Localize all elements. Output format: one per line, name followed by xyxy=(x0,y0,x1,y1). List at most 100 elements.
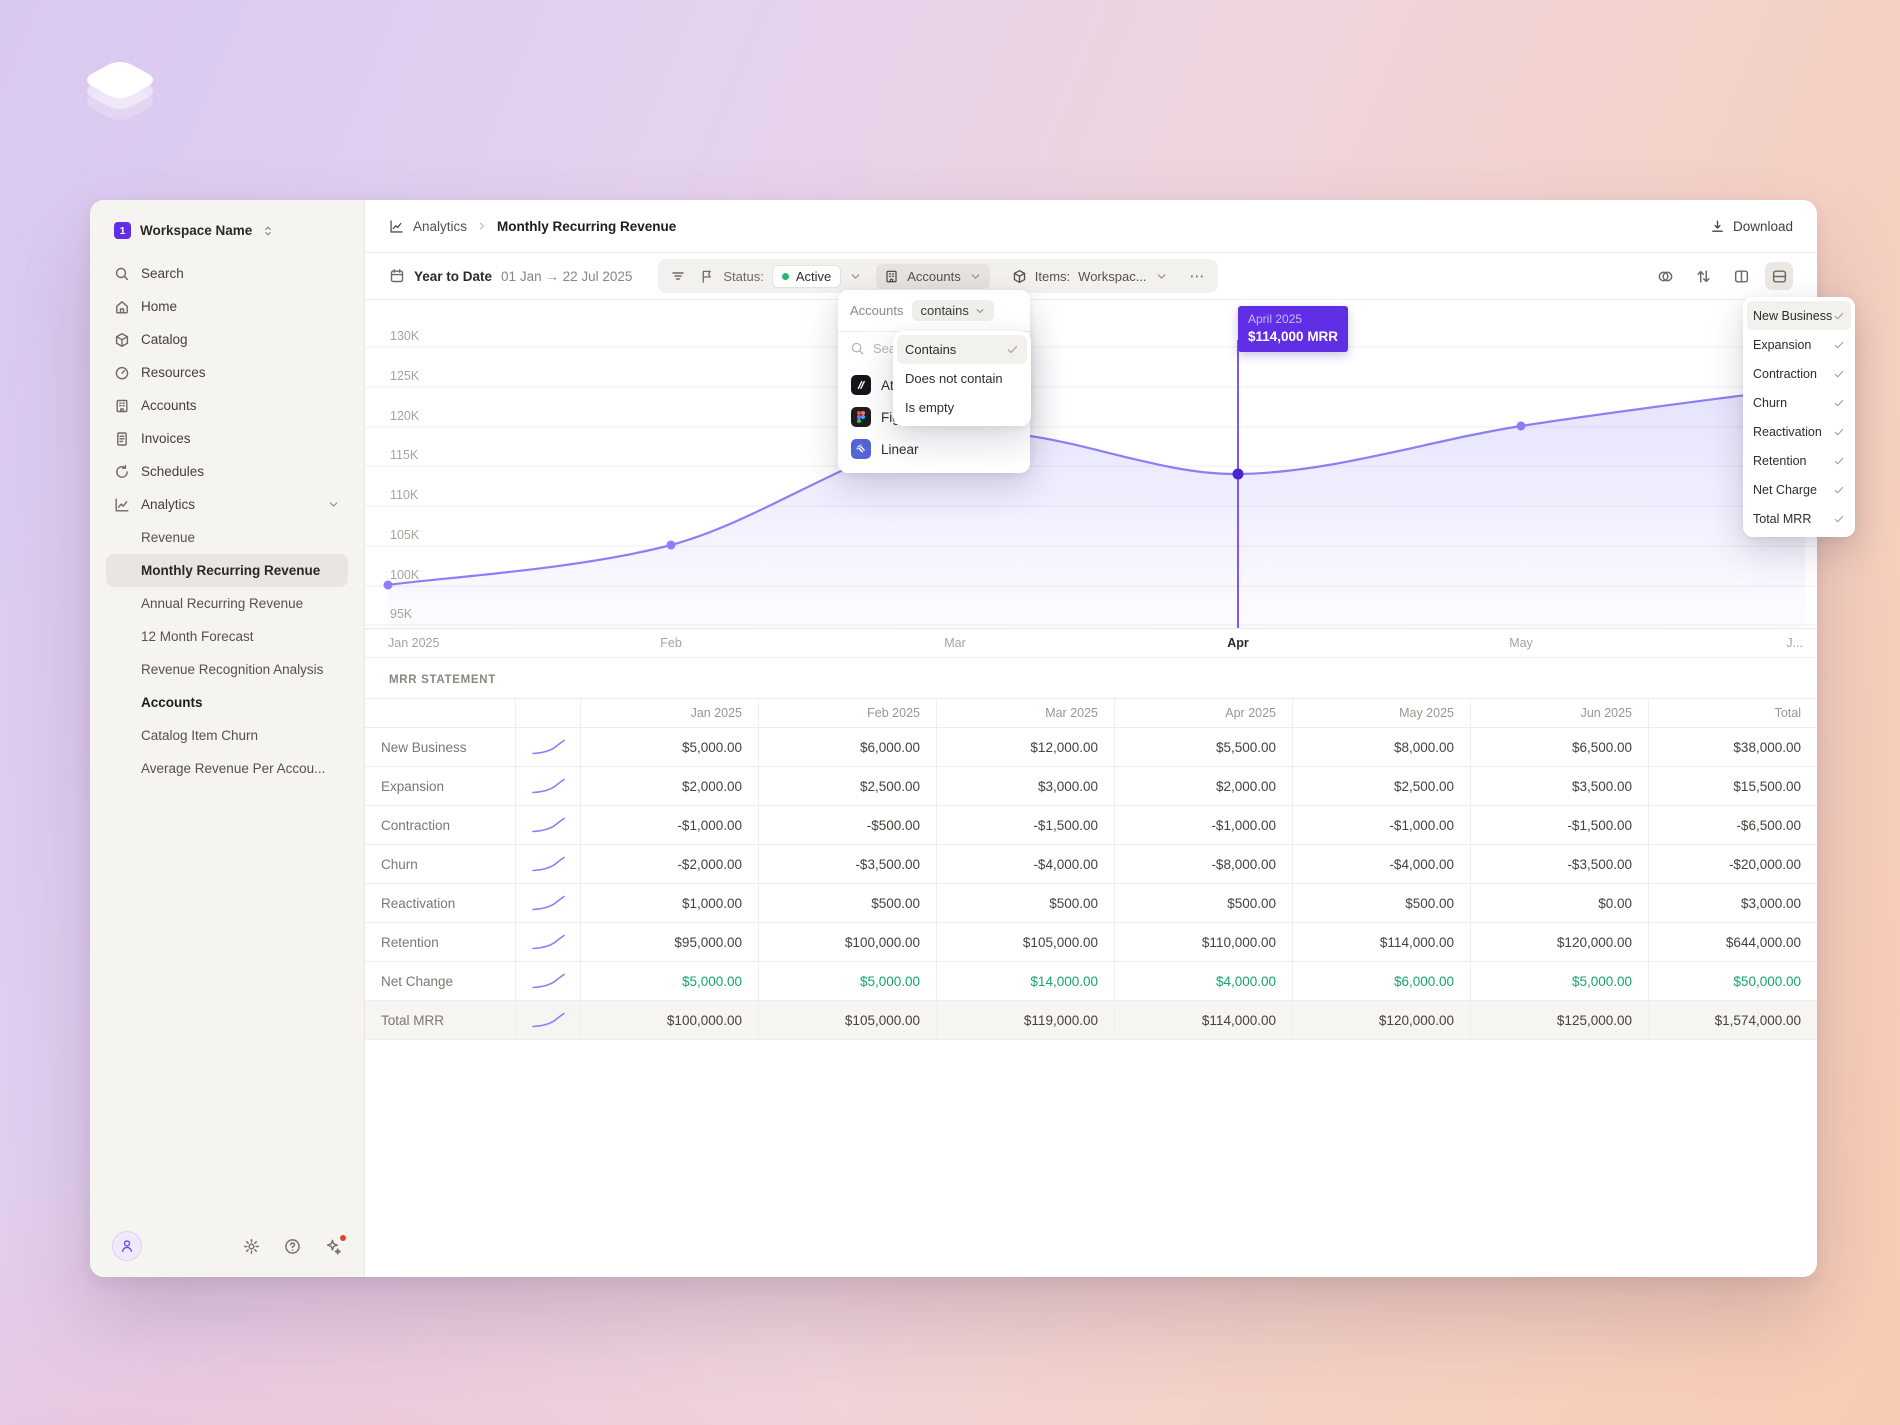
filter-bar: Year to Date 01 Jan → 22 Jul 2025 Status… xyxy=(365,253,1817,300)
topbar: Analytics Monthly Recurring Revenue Down… xyxy=(365,200,1817,253)
cell-feb: $5,000.00 xyxy=(758,962,936,1000)
sidebar-subitem[interactable]: Average Revenue Per Accou... xyxy=(106,752,348,785)
check-icon xyxy=(1834,457,1844,464)
y-tick: 120K xyxy=(390,409,420,423)
sidebar-item-analytics[interactable]: Analytics xyxy=(106,488,348,521)
chevron-down-icon xyxy=(1157,273,1165,279)
sidebar-subitem[interactable]: Annual Recurring Revenue xyxy=(106,587,348,620)
mrr-chart[interactable]: 130K 125K 120K 115K 110K 105K 100K 95K April 20… xyxy=(365,300,1817,628)
sidebar-subitem[interactable]: 12 Month Forecast xyxy=(106,620,348,653)
cell-apr: $110,000.00 xyxy=(1114,923,1292,961)
sidebar-subitem[interactable]: Revenue xyxy=(106,521,348,554)
sidebar-item-label: Schedules xyxy=(141,464,205,479)
chevron-right-icon xyxy=(480,222,485,230)
chevron-down-icon xyxy=(971,273,980,279)
cell-mar: -$4,000.00 xyxy=(936,845,1114,883)
items-filter-label: Items: xyxy=(1034,268,1071,284)
table-row[interactable]: Reactivation $1,000.00 $500.00 $500.00 $… xyxy=(365,884,1817,923)
sidebar-item-schedules[interactable]: Schedules xyxy=(106,455,348,488)
rows-layout-button[interactable] xyxy=(1765,262,1793,290)
cell-jun: $5,000.00 xyxy=(1470,962,1648,1000)
date-range-filter[interactable]: Year to Date 01 Jan → 22 Jul 2025 xyxy=(389,268,632,284)
sort-caret-icon xyxy=(265,226,272,235)
row-label: Reactivation xyxy=(381,895,456,911)
sidebar-subitem-label: Monthly Recurring Revenue xyxy=(141,563,321,578)
sidebar-item-catalog[interactable]: Catalog xyxy=(106,323,348,356)
row-sparkline xyxy=(515,884,580,922)
metric-menu-item[interactable]: Total MRR xyxy=(1747,504,1851,533)
sidebar-subitem[interactable]: Catalog Item Churn xyxy=(106,719,348,752)
operator-menu-item[interactable]: Is empty xyxy=(897,393,1027,422)
sidebar-item-invoices[interactable]: Invoices xyxy=(106,422,348,455)
sidebar-item-search[interactable]: Search xyxy=(106,257,348,290)
metric-menu-item[interactable]: Reactivation xyxy=(1747,417,1851,446)
account-option-linear[interactable]: Linear xyxy=(844,433,1024,465)
operator-pill[interactable]: contains xyxy=(912,300,994,321)
cell-apr: -$1,000.00 xyxy=(1114,806,1292,844)
workspace-switcher[interactable]: 1 Workspace Name xyxy=(106,218,348,243)
sidebar-item-label: Catalog xyxy=(141,332,188,347)
items-filter[interactable]: Items: Workspac... xyxy=(1004,264,1176,289)
table-column-header: Apr 2025 xyxy=(1114,699,1292,727)
cell-apr: $2,000.00 xyxy=(1114,767,1292,805)
sidebar-item-home[interactable]: Home xyxy=(106,290,348,323)
table-row[interactable]: Net Change $5,000.00 $5,000.00 $14,000.0… xyxy=(365,962,1817,1001)
row-sparkline xyxy=(515,1001,580,1039)
columns-layout-button[interactable] xyxy=(1727,262,1755,290)
cell-mar: $3,000.00 xyxy=(936,767,1114,805)
sidebar-item-label: Accounts xyxy=(141,398,197,413)
metric-menu-item[interactable]: Churn xyxy=(1747,388,1851,417)
table-row[interactable]: Total MRR $100,000.00 $105,000.00 $119,0… xyxy=(365,1001,1817,1040)
breadcrumb-section[interactable]: Analytics xyxy=(413,218,468,234)
sidebar-subitem[interactable]: Monthly Recurring Revenue xyxy=(106,554,348,587)
download-button[interactable]: Download xyxy=(1710,219,1793,234)
blend-button[interactable] xyxy=(1651,262,1679,290)
sparkle-icon xyxy=(326,1239,341,1255)
sidebar-item-resources[interactable]: Resources xyxy=(106,356,348,389)
table-row[interactable]: Churn -$2,000.00 -$3,500.00 -$4,000.00 -… xyxy=(365,845,1817,884)
metric-menu-item[interactable]: Expansion xyxy=(1747,330,1851,359)
metric-menu-item[interactable]: Net Charge xyxy=(1747,475,1851,504)
table-row[interactable]: Contraction -$1,000.00 -$500.00 -$1,500.… xyxy=(365,806,1817,845)
help-button[interactable] xyxy=(284,1238,301,1255)
accounts-filter[interactable]: Accounts xyxy=(876,263,990,289)
sidebar-item-label: Analytics xyxy=(141,497,196,512)
operator-menu-item[interactable]: Does not contain xyxy=(897,364,1027,393)
sidebar-item-label: Invoices xyxy=(141,431,191,446)
cell-feb: $6,000.00 xyxy=(758,728,936,766)
split-columns-icon xyxy=(1734,269,1748,283)
metric-menu-item[interactable]: New Business xyxy=(1747,301,1851,330)
more-filters-button[interactable]: ⋯ xyxy=(1189,268,1206,285)
x-tick: Apr xyxy=(1227,636,1249,650)
metric-menu-label: Total MRR xyxy=(1753,511,1812,526)
table-row[interactable]: Expansion $2,000.00 $2,500.00 $3,000.00 … xyxy=(365,767,1817,806)
filter-group: Status: Active Accounts Items: Workspac.… xyxy=(658,259,1218,293)
settings-button[interactable] xyxy=(243,1238,260,1255)
status-filter[interactable]: Status: Active xyxy=(700,264,862,288)
filter-lines-icon[interactable] xyxy=(670,268,686,284)
analytics-submenu: Revenue Monthly Recurring Revenue Annual… xyxy=(106,521,348,785)
whats-new-button[interactable] xyxy=(325,1234,346,1255)
main-content: Analytics Monthly Recurring Revenue Down… xyxy=(365,200,1817,1277)
cell-jan: -$2,000.00 xyxy=(580,845,758,883)
operator-menu-item[interactable]: Contains xyxy=(897,335,1027,364)
sidebar-subitem[interactable]: Revenue Recognition Analysis xyxy=(106,653,348,686)
breadcrumb-page: Monthly Recurring Revenue xyxy=(497,218,677,234)
cell-may: $114,000.00 xyxy=(1292,923,1470,961)
arrows-up-down-icon xyxy=(1696,269,1710,283)
metric-menu-item[interactable]: Contraction xyxy=(1747,359,1851,388)
x-tick: Mar xyxy=(944,636,966,650)
table-row[interactable]: New Business $5,000.00 $6,000.00 $12,000… xyxy=(365,728,1817,767)
chart-line xyxy=(387,385,1806,587)
metric-menu-label: Reactivation xyxy=(1753,424,1822,439)
date-range-label: Year to Date xyxy=(414,268,493,284)
sort-button[interactable] xyxy=(1689,262,1717,290)
table-row[interactable]: Retention $95,000.00 $100,000.00 $105,00… xyxy=(365,923,1817,962)
operator-menu-label: Does not contain xyxy=(905,371,1003,386)
cell-total: $50,000.00 xyxy=(1648,962,1817,1000)
sidebar-item-accounts[interactable]: Accounts xyxy=(106,389,348,422)
row-sparkline xyxy=(515,923,580,961)
user-avatar[interactable] xyxy=(112,1231,142,1261)
metric-menu-item[interactable]: Retention xyxy=(1747,446,1851,475)
sidebar-subitem[interactable]: Accounts xyxy=(106,686,348,719)
